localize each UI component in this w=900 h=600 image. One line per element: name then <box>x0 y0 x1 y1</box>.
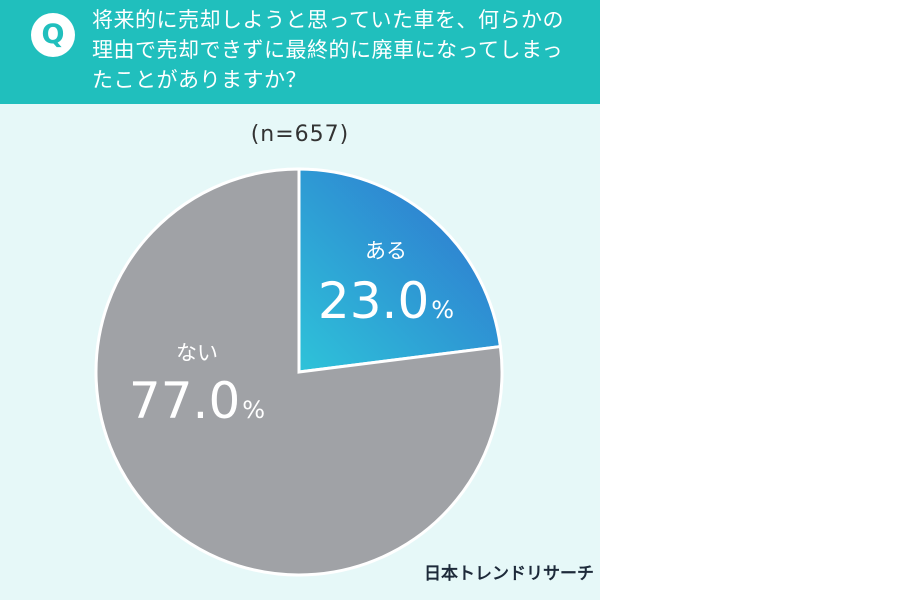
slice-value-label-no: 77.0% <box>129 372 265 430</box>
pie-labels: ある 23.0% ない 77.0% <box>129 239 454 430</box>
pie-slices <box>94 167 504 577</box>
question-badge: Q <box>31 13 75 57</box>
slice-value-unit-yes: % <box>431 296 454 324</box>
pie-chart: ある 23.0% ない 77.0% <box>94 167 504 577</box>
sample-size-note: (n=657) <box>250 122 350 147</box>
slice-value-unit-no: % <box>242 396 265 424</box>
slice-name-label-no: ない <box>176 341 218 365</box>
question-line-3: たことがありますか？ <box>92 68 307 92</box>
slice-value-number-yes: 23.0 <box>318 272 429 330</box>
chart-panel: Q 将来的に売却しようと思っていた車を、何らかの 理由で売却できずに最終的に廃車… <box>0 0 600 600</box>
slice-value-label-yes: 23.0% <box>318 272 454 330</box>
question-line-2: 理由で売却できずに最終的に廃車になってしまっ <box>92 38 564 62</box>
slice-name-label-yes: ある <box>365 239 407 263</box>
question-header: Q 将来的に売却しようと思っていた車を、何らかの 理由で売却できずに最終的に廃車… <box>0 0 600 104</box>
pie-slice-yes <box>297 167 503 374</box>
question-text: 将来的に売却しようと思っていた車を、何らかの 理由で売却できずに最終的に廃車にな… <box>92 5 592 95</box>
pie-slice-no <box>94 167 504 577</box>
slice-value-number-no: 77.0 <box>129 372 240 430</box>
brand-logo: 日本トレンドリサーチ <box>424 564 594 584</box>
question-line-1: 将来的に売却しようと思っていた車を、何らかの <box>92 8 564 32</box>
